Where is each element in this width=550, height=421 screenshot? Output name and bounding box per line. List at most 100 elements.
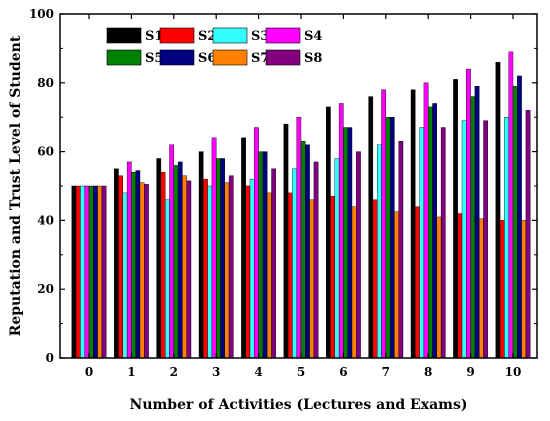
y-axis-title: Reputation and Trust Level of Student bbox=[8, 35, 24, 336]
y-tick-label: 40 bbox=[37, 213, 54, 227]
x-axis-title: Number of Activities (Lectures and Exams… bbox=[130, 397, 468, 413]
bar-s2-3 bbox=[203, 178, 208, 359]
bar-s1-4 bbox=[241, 137, 246, 359]
y-tick-label: 60 bbox=[37, 145, 54, 159]
bar-s7-3 bbox=[224, 182, 230, 359]
x-tick-label: 7 bbox=[382, 365, 390, 379]
y-tick-label: 80 bbox=[37, 76, 54, 90]
bar-s2-9 bbox=[457, 213, 463, 359]
bar-s5-6 bbox=[343, 127, 348, 359]
legend-label-s6: S6 bbox=[198, 51, 216, 66]
legend-swatch-s3 bbox=[212, 27, 248, 44]
bar-s1-5 bbox=[283, 123, 289, 359]
bar-s8-7 bbox=[398, 141, 404, 359]
bar-s1-0 bbox=[71, 185, 77, 359]
bar-s6-8 bbox=[432, 103, 438, 359]
bar-s1-7 bbox=[368, 96, 374, 359]
bar-s6-7 bbox=[389, 116, 395, 359]
bar-s6-4 bbox=[262, 151, 268, 359]
bar-s7-6 bbox=[351, 206, 357, 359]
legend-label-s1: S1 bbox=[145, 29, 163, 44]
bar-s2-6 bbox=[330, 196, 336, 359]
bar-s4-5 bbox=[296, 116, 302, 359]
y-tick-label: 0 bbox=[46, 351, 54, 365]
bar-s3-0 bbox=[80, 185, 85, 359]
legend-label-s2: S2 bbox=[198, 29, 216, 44]
bar-s1-2 bbox=[156, 158, 162, 359]
bar-s3-4 bbox=[249, 178, 255, 359]
bar-s7-7 bbox=[394, 211, 399, 359]
bar-s8-3 bbox=[228, 175, 234, 359]
bar-s2-1 bbox=[118, 175, 124, 359]
bar-s5-7 bbox=[385, 116, 391, 359]
bar-s3-5 bbox=[292, 168, 297, 359]
bar-s8-8 bbox=[440, 127, 446, 359]
bar-s3-9 bbox=[461, 120, 467, 359]
bar-s7-1 bbox=[139, 182, 145, 359]
x-tick-label: 5 bbox=[297, 365, 305, 379]
bar-s7-5 bbox=[309, 199, 315, 359]
bar-s5-0 bbox=[88, 185, 94, 359]
y-tick-label: 20 bbox=[37, 282, 54, 296]
bar-s8-9 bbox=[483, 120, 489, 359]
legend-swatch-s4 bbox=[265, 27, 301, 44]
bar-s2-0 bbox=[75, 185, 81, 359]
x-axis-ticks: 0 1 2 3 4 5 6 7 8 9 10 bbox=[85, 14, 522, 379]
legend: S1 S2 S3 S4 S5 S6 S7 S8 bbox=[106, 27, 322, 66]
bar-s4-10 bbox=[508, 51, 514, 359]
x-tick-label: 3 bbox=[212, 365, 220, 379]
bar-s4-1 bbox=[126, 161, 132, 359]
legend-swatch-s2 bbox=[159, 27, 195, 44]
bar-s6-10 bbox=[517, 75, 522, 359]
legend-label-s4: S4 bbox=[304, 29, 322, 44]
bar-s7-10 bbox=[521, 220, 527, 359]
bar-s2-5 bbox=[287, 192, 293, 359]
bar-s3-6 bbox=[334, 158, 340, 359]
bar-s7-2 bbox=[182, 175, 187, 359]
x-tick-label: 10 bbox=[505, 365, 522, 379]
bar-s8-2 bbox=[186, 180, 192, 359]
bar-s6-6 bbox=[347, 127, 353, 359]
legend-label-s5: S5 bbox=[145, 51, 163, 66]
bar-s1-1 bbox=[113, 168, 119, 359]
bar-s4-4 bbox=[254, 127, 259, 359]
bar-s3-10 bbox=[504, 116, 509, 359]
bar-s8-6 bbox=[356, 151, 361, 359]
x-tick-label: 4 bbox=[254, 365, 262, 379]
bar-s5-4 bbox=[258, 151, 264, 359]
bar-s7-4 bbox=[267, 192, 272, 359]
bar-s1-9 bbox=[453, 79, 458, 359]
x-tick-label: 1 bbox=[127, 365, 135, 379]
bar-s1-3 bbox=[198, 151, 204, 359]
bar-s3-1 bbox=[122, 192, 128, 359]
legend-label-s3: S3 bbox=[251, 29, 269, 44]
bar-s6-0 bbox=[93, 185, 98, 359]
bar-s6-2 bbox=[177, 161, 183, 359]
bar-s3-8 bbox=[419, 127, 425, 359]
legend-swatch-s8 bbox=[265, 49, 301, 66]
bar-s4-9 bbox=[466, 68, 471, 359]
bar-s6-3 bbox=[220, 158, 226, 359]
legend-swatch-s1 bbox=[106, 27, 142, 44]
bar-s2-7 bbox=[372, 199, 378, 359]
bar-s4-2 bbox=[169, 144, 175, 359]
x-tick-label: 6 bbox=[339, 365, 347, 379]
bar-s2-2 bbox=[160, 172, 166, 359]
legend-label-s7: S7 bbox=[251, 51, 269, 66]
bar-s4-7 bbox=[381, 89, 387, 359]
legend-swatch-s6 bbox=[159, 49, 195, 66]
bar-s5-5 bbox=[300, 141, 306, 359]
bar-s8-0 bbox=[101, 185, 107, 359]
bar-s7-9 bbox=[479, 218, 484, 359]
bar-s8-1 bbox=[144, 184, 149, 359]
bar-s5-9 bbox=[470, 96, 476, 359]
bar-s1-8 bbox=[410, 89, 416, 359]
bar-s1-6 bbox=[326, 106, 331, 359]
bar-s5-1 bbox=[131, 172, 136, 359]
x-tick-label: 0 bbox=[85, 365, 93, 379]
bars-group bbox=[71, 51, 531, 359]
legend-swatch-s7 bbox=[212, 49, 248, 66]
y-axis-ticks: 0 20 40 60 80 100 bbox=[29, 7, 537, 365]
bar-s6-9 bbox=[474, 86, 480, 359]
